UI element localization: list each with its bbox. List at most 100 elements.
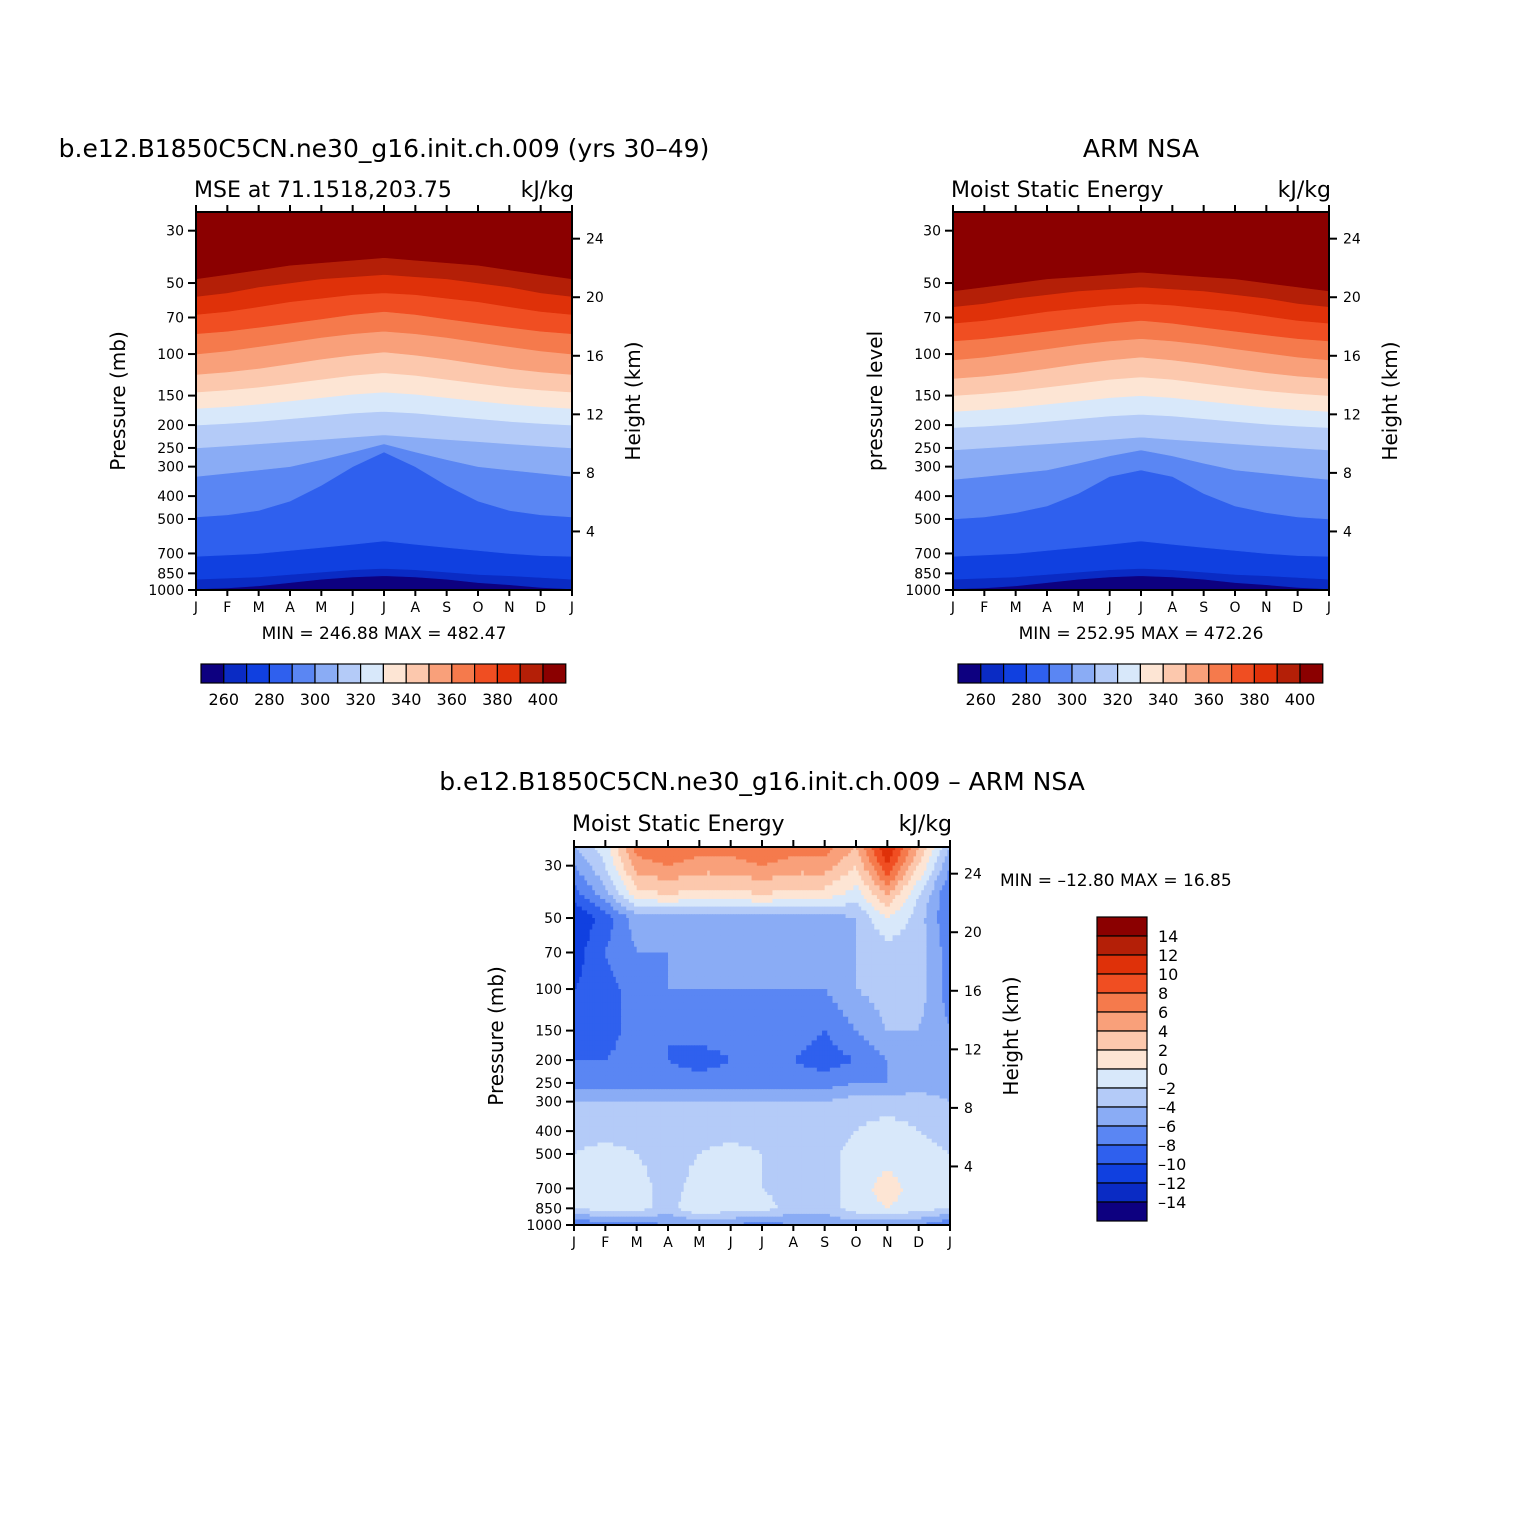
diff-cell <box>621 910 625 915</box>
diff-cell <box>751 970 755 978</box>
diff-cell <box>900 976 904 984</box>
diff-cell <box>652 995 656 1004</box>
diff-cell <box>895 952 899 960</box>
diff-cell <box>686 970 690 978</box>
diff-cell <box>626 885 630 891</box>
diff-cell <box>712 902 716 908</box>
diff-cell <box>764 906 768 911</box>
diff-cell <box>720 941 724 948</box>
diff-cell <box>681 853 685 857</box>
diff-cell <box>657 862 661 867</box>
diff-cell <box>754 906 758 911</box>
diff-cell <box>822 880 826 886</box>
diff-cell <box>837 862 841 867</box>
diff-cell <box>863 958 868 966</box>
diff-cell <box>735 875 740 882</box>
diff-cell <box>579 859 583 864</box>
diff-cell <box>764 862 768 867</box>
diff-cell <box>936 952 941 960</box>
diff-cell <box>777 856 781 861</box>
diff-cell <box>759 935 763 942</box>
diff-cell <box>923 906 928 911</box>
diff-cell <box>746 970 750 978</box>
diff-cell <box>822 929 826 936</box>
diff-cell <box>649 982 653 990</box>
diff-cell <box>688 970 693 978</box>
diff-cell <box>939 885 943 891</box>
diff-cell <box>623 964 627 972</box>
diff-cell <box>735 914 740 919</box>
diff-cell <box>903 856 907 861</box>
diff-cell <box>913 923 917 931</box>
diff-cell <box>858 929 862 936</box>
diff-cell <box>793 958 797 966</box>
diff-cell <box>670 964 674 972</box>
diff-cell <box>897 895 901 900</box>
diff-cell <box>701 906 706 911</box>
diff-cell <box>793 995 797 1004</box>
diff-cell <box>720 850 724 854</box>
diff-cell <box>908 923 912 931</box>
diff-cell <box>644 906 648 911</box>
diff-cell <box>759 923 763 931</box>
diff-cell <box>769 923 774 931</box>
diff-cell <box>861 906 865 911</box>
diff-cell <box>735 989 740 997</box>
diff-cell <box>662 929 666 936</box>
diff-cell <box>850 898 854 904</box>
diff-cell <box>636 952 640 960</box>
diff-cell <box>587 970 591 978</box>
x-tick-label: J <box>1107 600 1112 616</box>
diff-cell <box>607 958 612 966</box>
diff-cell <box>861 853 865 857</box>
diff-cell <box>863 910 868 915</box>
diff-cell <box>866 880 870 886</box>
diff-cell <box>584 859 588 864</box>
diff-cell <box>665 870 669 877</box>
diff-cell <box>918 946 922 954</box>
diff-cell <box>594 989 599 997</box>
diff-cell <box>811 890 815 896</box>
diff-cell <box>863 964 868 972</box>
diff-cell <box>921 865 925 872</box>
diff-cell <box>887 847 891 851</box>
diff-cell <box>631 976 635 984</box>
diff-cell <box>863 862 868 867</box>
diff-cell <box>634 918 638 925</box>
diff-cell <box>741 946 745 954</box>
diff-cell <box>892 898 896 904</box>
diff-cell <box>579 875 583 882</box>
panel-model-ylabel: Pressure (mb) <box>106 331 130 471</box>
diff-cell <box>673 970 677 978</box>
diff-cell <box>845 970 849 978</box>
diff-cell <box>639 906 643 911</box>
diff-cell <box>856 847 860 851</box>
diff-cell <box>842 964 847 972</box>
diff-cell <box>879 952 883 960</box>
diff-cell <box>790 880 794 886</box>
diff-cell <box>592 902 596 908</box>
diff-cell <box>748 923 753 931</box>
diff-cell <box>889 958 894 966</box>
diff-cell <box>759 847 763 851</box>
diff-cell <box>722 870 727 877</box>
diff-cell <box>652 976 656 984</box>
diff-cell <box>910 885 915 891</box>
colorbar-label: 320 <box>1102 690 1133 709</box>
diff-cell <box>688 853 693 857</box>
diff-cell <box>889 880 894 886</box>
diff-cell <box>686 890 690 896</box>
diff-cell <box>712 875 716 882</box>
diff-cell <box>811 976 815 984</box>
diff-cell <box>790 970 794 978</box>
diff-cell <box>610 970 614 978</box>
diff-cell <box>853 859 857 864</box>
diff-cell <box>704 875 708 882</box>
diff-cell <box>809 952 813 960</box>
diff-cell <box>814 898 818 904</box>
diff-cell <box>762 964 766 972</box>
diff-cell <box>634 865 638 872</box>
diff-cell <box>845 847 849 851</box>
diff-cell <box>785 890 789 896</box>
colorbar-swatch <box>246 663 271 684</box>
